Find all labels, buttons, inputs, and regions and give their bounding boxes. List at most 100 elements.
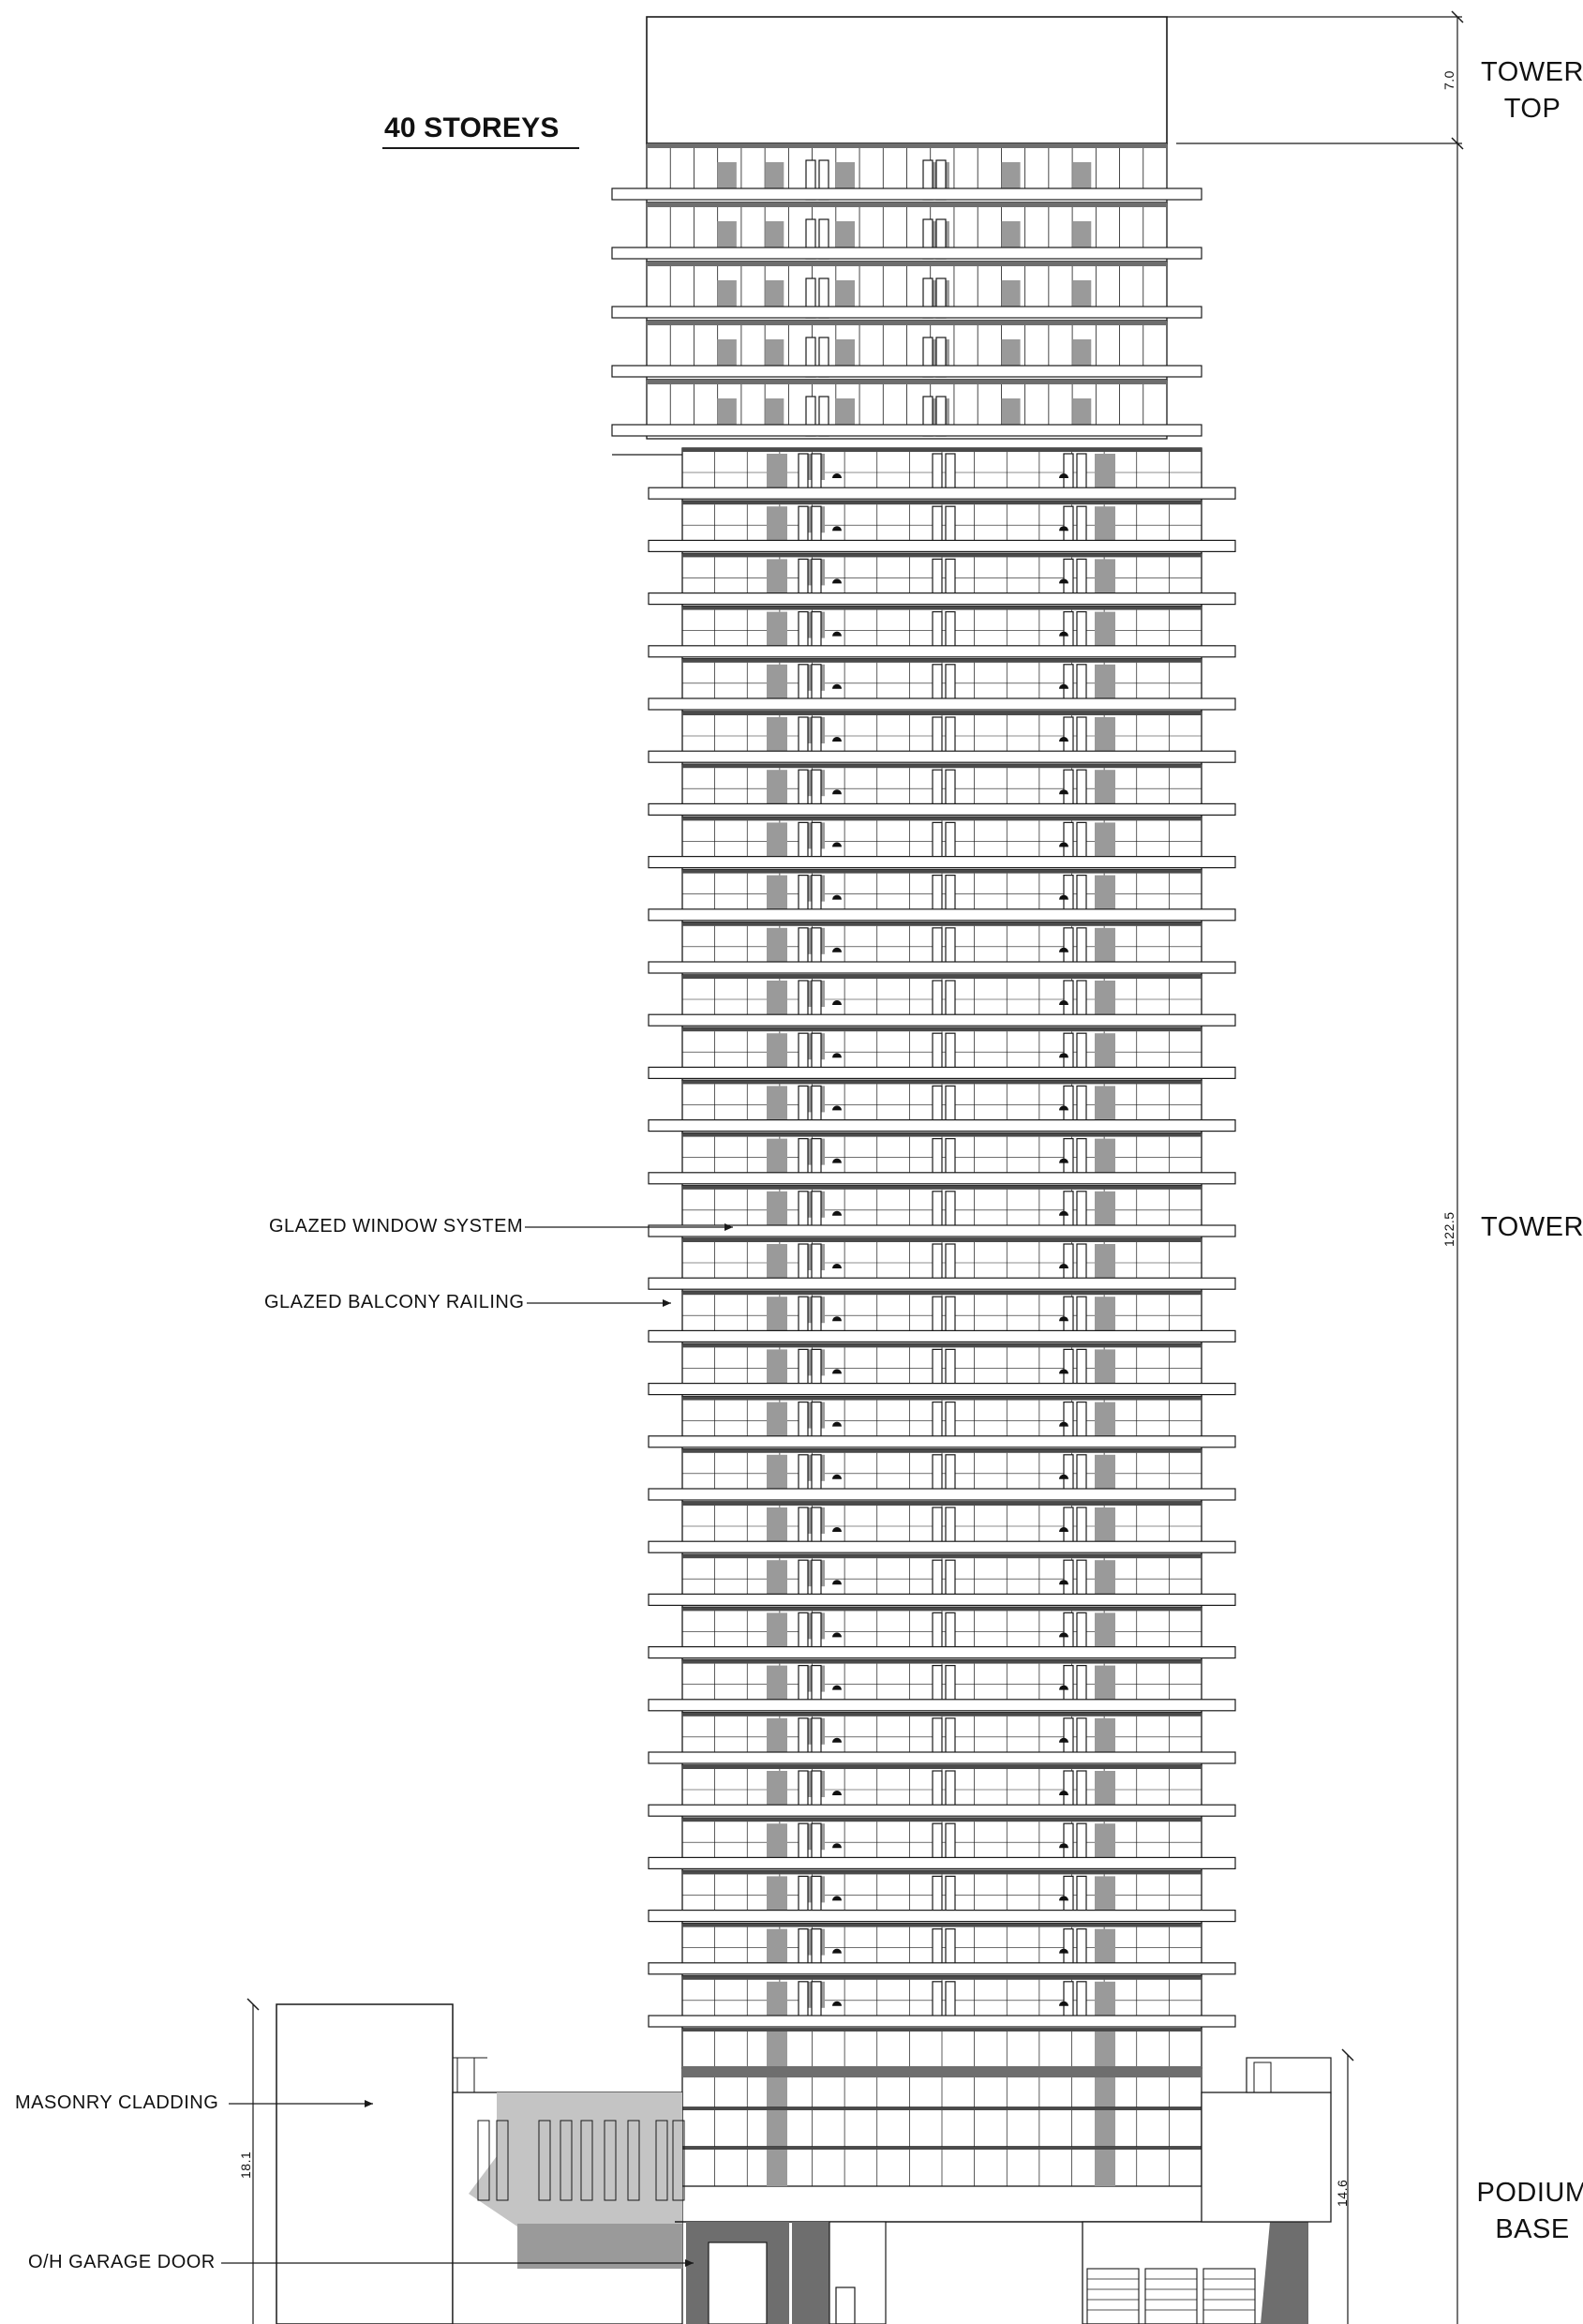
tower-shadow-panel xyxy=(1095,1454,1115,1494)
tower-door-swing-mark xyxy=(832,1158,842,1163)
upper-shadow-panel xyxy=(835,162,855,188)
tower-shadow-panel xyxy=(1095,1191,1115,1231)
podium-shadow-panel xyxy=(1095,2071,1115,2107)
tower-balcony-slab xyxy=(648,908,1236,922)
tower-balcony-slab xyxy=(648,1172,1236,1185)
tower-upper-floors xyxy=(611,142,1202,456)
masonry-cladding-panel xyxy=(672,2120,685,2201)
upper-shadow-panel xyxy=(1001,280,1021,307)
tower-door-swing-mark xyxy=(832,1000,842,1005)
tower-floor-slab-edge xyxy=(682,817,1202,821)
tower-shadow-panel xyxy=(1095,1928,1115,1969)
upper-shadow-panel xyxy=(835,280,855,307)
upper-shadow-panel xyxy=(765,398,784,425)
tower-balcony-slab xyxy=(648,2015,1236,2028)
tower-shadow-panel xyxy=(767,1717,787,1758)
tower-door-swing-mark xyxy=(832,1316,842,1322)
tower-shadow-panel xyxy=(1095,1771,1115,1810)
leader-glazed-balcony-railing-arrow xyxy=(663,1299,671,1307)
tower-shadow-panel xyxy=(1095,1560,1115,1600)
upper-shadow-panel xyxy=(765,280,784,307)
dimension-tick xyxy=(1451,137,1464,150)
zone-label-tower-top: TOWER TOP xyxy=(1481,57,1583,124)
masonry-cladding-panel xyxy=(496,2120,509,2201)
upper-shadow-panel xyxy=(1072,280,1092,307)
tower-door-swing-mark xyxy=(1059,947,1068,952)
upper-shadow-panel xyxy=(717,221,737,247)
tower-balcony-slab xyxy=(648,539,1236,553)
tower-balcony-slab xyxy=(648,1224,1236,1237)
tower-shadow-panel xyxy=(1095,1138,1115,1178)
tower-balcony-slab xyxy=(648,1962,1236,1975)
upper-floor-spandrel xyxy=(647,321,1167,325)
podium-shadow-panel xyxy=(767,2032,787,2068)
tower-door-swing-mark xyxy=(1059,1210,1068,1216)
storey-count-underline xyxy=(382,147,579,149)
right-roof-guardrail xyxy=(1253,2062,1272,2093)
lobby-entrance xyxy=(829,2221,887,2324)
tower-balcony-slab xyxy=(648,855,1236,869)
podium-slab-edge xyxy=(682,2107,1202,2110)
tower-shadow-panel xyxy=(1095,611,1115,652)
note-garage-door: O/H GARAGE DOOR xyxy=(28,2252,216,2272)
tower-shadow-panel xyxy=(1095,1876,1115,1916)
tower-door-swing-mark xyxy=(1059,1264,1068,1268)
tower-shadow-panel xyxy=(767,1086,787,1126)
tower-door-swing-mark xyxy=(832,1737,842,1743)
tower-balcony-slab xyxy=(648,645,1236,658)
tower-shadow-panel xyxy=(1095,1349,1115,1389)
tower-door-swing-mark xyxy=(832,894,842,900)
tower-floor-slab-edge xyxy=(682,922,1202,926)
upper-balcony-slab xyxy=(611,365,1202,378)
tower-floor-slab-edge xyxy=(682,1975,1202,1980)
tower-balcony-slab xyxy=(648,961,1236,974)
tower-shadow-panel xyxy=(767,1612,787,1653)
tower-door-swing-mark xyxy=(1059,1791,1068,1795)
tower-balcony-slab xyxy=(648,697,1236,711)
service-garage-door xyxy=(1086,2268,1140,2324)
leader-glazed-window-system-arrow xyxy=(724,1223,733,1231)
tower-shadow-panel xyxy=(1095,770,1115,810)
tower-door-swing-mark xyxy=(1059,894,1068,900)
right-roof-parapet xyxy=(1246,2057,1332,2093)
upper-balcony-slab xyxy=(611,424,1202,437)
tower-door-swing-mark xyxy=(1059,2001,1068,2006)
tower-shadow-panel xyxy=(1095,981,1115,1020)
tower-shadow-panel xyxy=(1095,1717,1115,1758)
tower-door-swing-mark xyxy=(832,683,842,689)
tower-floor-slab-edge xyxy=(682,501,1202,505)
tower-door-swing-mark xyxy=(832,2001,842,2006)
tower-shadow-panel xyxy=(1095,1665,1115,1705)
tower-door-swing-mark xyxy=(1059,1316,1068,1322)
dimension-tick xyxy=(1341,2048,1354,2062)
masonry-cladding-panel xyxy=(627,2120,640,2201)
tower-shadow-panel xyxy=(1095,927,1115,967)
tower-floor-slab-edge xyxy=(682,1396,1202,1401)
tower-floor-slab-edge xyxy=(682,712,1202,715)
tower-shadow-panel xyxy=(767,1928,787,1969)
tower-floor-slab-edge xyxy=(682,1607,1202,1612)
upper-floor-spandrel xyxy=(647,143,1167,148)
tower-door-swing-mark xyxy=(832,1791,842,1795)
tower-balcony-slab xyxy=(648,487,1236,500)
dimension-tick xyxy=(1451,10,1464,23)
tower-door-swing-mark xyxy=(832,1474,842,1479)
tower-door-swing-mark xyxy=(1059,1632,1068,1638)
tower-door-swing-mark xyxy=(1059,1158,1068,1163)
tower-door-swing-mark xyxy=(832,1843,842,1849)
right-podium-wall xyxy=(1201,2092,1332,2223)
tower-shadow-panel xyxy=(1095,822,1115,862)
tower-balcony-slab xyxy=(648,1435,1236,1448)
tower-shadow-panel xyxy=(1095,1823,1115,1864)
tower-shadow-panel xyxy=(767,1560,787,1600)
tower-shadow-panel xyxy=(767,1349,787,1389)
tower-door-swing-mark xyxy=(1059,737,1068,742)
tower-door-swing-mark xyxy=(832,1632,842,1638)
tower-floor-slab-edge xyxy=(682,1291,1202,1296)
tower-shadow-panel xyxy=(767,454,787,493)
tower-door-swing-mark xyxy=(832,526,842,532)
tower-shadow-panel xyxy=(767,717,787,757)
upper-shadow-panel xyxy=(1001,339,1021,366)
upper-shadow-panel xyxy=(717,398,737,425)
tower-shadow-panel xyxy=(1095,717,1115,757)
